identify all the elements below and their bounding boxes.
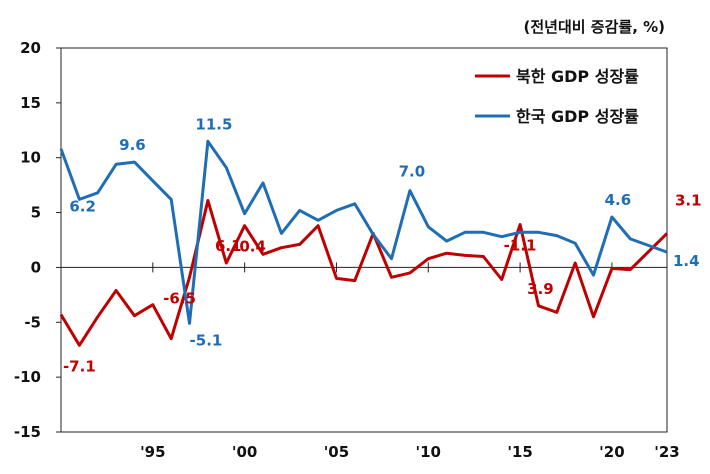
x-tick-label: '05	[324, 443, 349, 461]
data-label: 7.0	[399, 163, 426, 181]
data-label: 3.9	[527, 280, 554, 298]
series-group	[59, 139, 669, 347]
data-label: 9.6	[119, 136, 146, 154]
x-tick-label: '15	[507, 443, 532, 461]
data-label: 4.6	[605, 191, 632, 209]
x-tick-label: '10	[416, 443, 441, 461]
legend-label: 한국 GDP 성장률	[516, 107, 639, 126]
unit-note: (전년대비 증감률, %)	[524, 18, 665, 36]
y-tick-label: -15	[14, 423, 41, 441]
y-tick-label: 15	[20, 94, 41, 112]
y-tick-label: -10	[14, 368, 41, 386]
x-tick-label: '95	[140, 443, 165, 461]
legend-label: 북한 GDP 성장률	[516, 67, 639, 86]
y-tick-label: -5	[24, 313, 41, 331]
data-label: 1.4	[673, 252, 700, 270]
data-label: -5.1	[190, 331, 223, 349]
data-label: 11.5	[195, 115, 232, 133]
y-tick-label: 10	[20, 149, 41, 167]
y-tick-label: 20	[20, 39, 41, 57]
y-tick-label: 0	[31, 258, 41, 276]
x-tick-label: '20	[599, 443, 624, 461]
data-label: 6.2	[69, 197, 96, 215]
data-label: 0.4	[239, 238, 266, 256]
data-label: -6.5	[163, 289, 196, 307]
plot-frame	[60, 47, 668, 433]
y-tick-label: 5	[31, 204, 41, 222]
data-label: 6.1	[215, 237, 242, 255]
axes: 20 15 10 5 0 -5 -10 -15 '95 '00 '05 '10 '15 '20 '23	[14, 39, 680, 461]
data-label: -7.1	[63, 357, 96, 375]
series-line-south-korea	[59, 139, 668, 325]
series-line-north-korea	[59, 199, 669, 347]
data-label: 3.1	[675, 191, 702, 209]
data-label: -1.1	[504, 237, 537, 255]
data-labels: -7.1 -6.5 6.10.4 -1.1 3.9 3.1 6.2 9.6 -5.1 11.5 7.…	[63, 115, 702, 375]
x-tick-label: '00	[232, 443, 257, 461]
x-tick-label: '23	[654, 443, 679, 461]
